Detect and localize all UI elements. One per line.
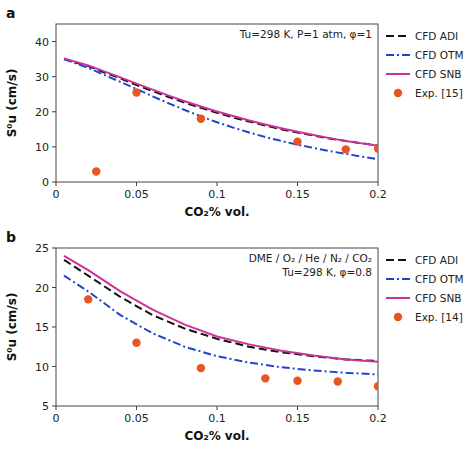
legend-line — [386, 297, 410, 299]
x-tick-label: 0 — [53, 188, 60, 201]
y-tick — [52, 406, 56, 407]
panel-label: a — [6, 5, 15, 21]
legend-label: CFD ADI — [415, 254, 458, 266]
y-tick — [52, 111, 56, 112]
data-point — [374, 144, 378, 152]
x-tick — [56, 182, 57, 186]
y-tick-label: 15 — [35, 321, 49, 334]
legend-label: CFD SNB — [415, 292, 462, 304]
legend-line — [386, 54, 410, 56]
data-point — [132, 339, 140, 347]
x-axis-label: CO₂% vol. — [184, 429, 249, 443]
legend-line — [386, 73, 410, 75]
x-tick-label: 0.05 — [124, 188, 149, 201]
legend-line — [386, 278, 410, 280]
panel: 5 10 15 20 25 0 0.05 0.1 0.15 0.2 CO₂% vol. S⁰u (cm… — [5, 229, 464, 443]
chart-root: 01020304000.050.10.150.2CO₂% vol.S⁰u (cm… — [0, 0, 474, 474]
y-tick-label: 10 — [35, 361, 49, 374]
data-point — [197, 115, 205, 123]
data-point — [92, 167, 100, 175]
data-area — [64, 58, 378, 175]
y-tick — [52, 248, 56, 249]
data-point — [374, 382, 378, 390]
x-tick-label: 0.15 — [285, 412, 310, 425]
x-tick — [378, 406, 379, 410]
data-point — [342, 145, 350, 153]
legend-line — [386, 259, 410, 261]
x-tick — [297, 406, 298, 410]
data-line — [64, 276, 378, 375]
data-line — [64, 59, 378, 145]
x-tick-label: 0.2 — [369, 188, 387, 201]
legend-label: CFD OTM — [415, 49, 464, 61]
data-point — [293, 137, 301, 145]
data-line — [64, 260, 378, 361]
x-tick — [136, 182, 137, 186]
data-line — [64, 59, 378, 159]
panel-label: b — [6, 229, 16, 245]
x-tick — [378, 182, 379, 186]
chart-title: Tu=298 K, P=1 atm, φ=1 — [239, 28, 372, 40]
x-tick-label: 0 — [53, 412, 60, 425]
data-point — [334, 377, 342, 385]
legend-label: Exp. [14] — [415, 311, 463, 323]
data-area — [64, 256, 378, 391]
y-tick-label: 0 — [42, 176, 49, 189]
y-tick — [52, 182, 56, 183]
title-line: Tu=298 K, φ=0.8 — [281, 266, 372, 278]
data-point — [84, 295, 92, 303]
legend-marker — [394, 89, 402, 97]
data-line — [64, 58, 378, 145]
legend-label: Exp. [15] — [415, 87, 463, 99]
legend-label: CFD OTM — [415, 273, 464, 285]
y-tick-label: 25 — [35, 242, 49, 255]
panel: 0 10 20 30 40 0 0.05 0.1 0.15 0.2 CO₂% vol. S⁰u (cm… — [5, 5, 464, 219]
y-tick-label: 10 — [35, 141, 49, 154]
x-tick-label: 0.15 — [285, 188, 310, 201]
x-tick — [136, 406, 137, 410]
y-tick-label: 40 — [35, 36, 49, 49]
y-axis-label: S⁰u (cm/s) — [5, 293, 19, 362]
data-point — [132, 88, 140, 96]
plot-frame — [56, 248, 378, 406]
y-tick — [52, 146, 56, 147]
y-tick — [52, 327, 56, 328]
data-point — [293, 377, 301, 385]
y-axis-label: S⁰u (cm/s) — [5, 69, 19, 138]
legend: CFD ADI CFD OTM CFD SNB Exp. [15] — [386, 30, 464, 99]
y-tick-label: 20 — [35, 106, 49, 119]
y-tick — [52, 76, 56, 77]
x-tick — [217, 406, 218, 410]
x-tick — [297, 182, 298, 186]
title-line: Tu=298 K, P=1 atm, φ=1 — [239, 28, 372, 40]
x-tick-label: 0.2 — [369, 412, 387, 425]
x-tick-label: 0.1 — [208, 188, 226, 201]
x-tick — [56, 406, 57, 410]
x-tick — [217, 182, 218, 186]
y-tick — [52, 366, 56, 367]
y-tick — [52, 41, 56, 42]
legend-label: CFD SNB — [415, 68, 462, 80]
legend-marker — [394, 313, 402, 321]
chart-title: DME / O₂ / He / N₂ / CO₂ Tu=298 K, φ=0.8 — [249, 252, 372, 278]
legend-line — [386, 35, 410, 37]
x-tick-label: 0.1 — [208, 412, 226, 425]
data-point — [261, 374, 269, 382]
plot-frame — [56, 24, 378, 182]
x-tick-label: 0.05 — [124, 412, 149, 425]
data-point — [197, 364, 205, 372]
x-axis-label: CO₂% vol. — [184, 205, 249, 219]
y-tick-label: 30 — [35, 71, 49, 84]
y-tick-label: 20 — [35, 282, 49, 295]
legend-label: CFD ADI — [415, 30, 458, 42]
legend: CFD ADI CFD OTM CFD SNB Exp. [14] — [386, 254, 464, 323]
y-tick — [52, 287, 56, 288]
data-line — [64, 256, 378, 362]
y-tick-label: 5 — [42, 400, 49, 413]
title-line: DME / O₂ / He / N₂ / CO₂ — [249, 252, 372, 264]
